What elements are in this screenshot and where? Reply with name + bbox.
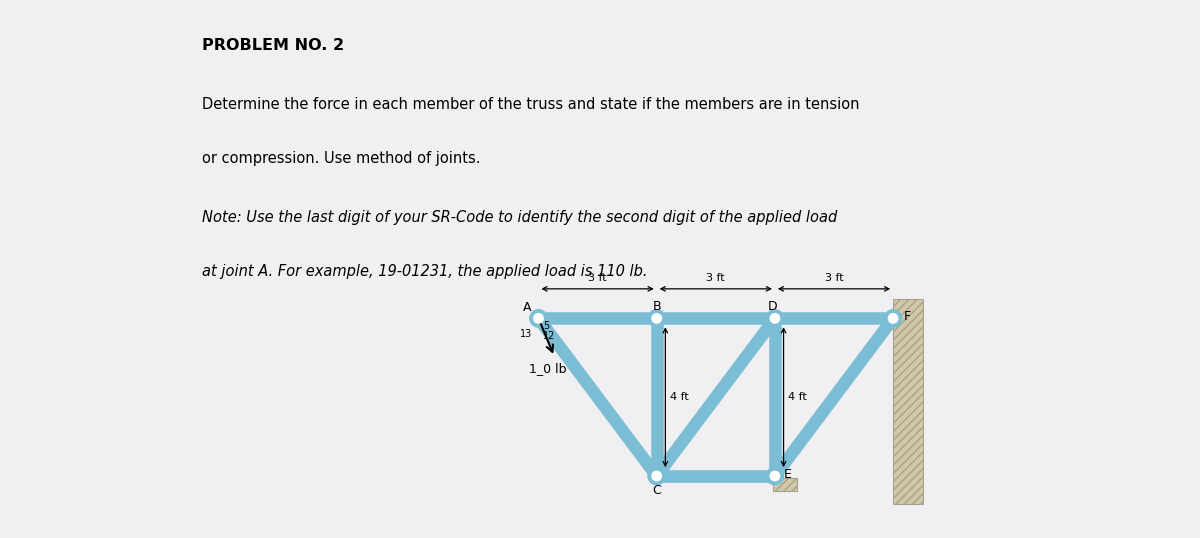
Text: Note: Use the last digit of your SR-Code to identify the second digit of the app: Note: Use the last digit of your SR-Code… — [202, 210, 836, 225]
Text: 3 ft: 3 ft — [824, 273, 844, 284]
Circle shape — [534, 314, 544, 323]
Text: B: B — [653, 300, 661, 313]
Text: 4 ft: 4 ft — [670, 392, 689, 402]
Text: A: A — [522, 301, 530, 314]
Text: 3 ft: 3 ft — [588, 273, 607, 284]
Text: 5: 5 — [544, 321, 550, 331]
Circle shape — [648, 468, 665, 485]
Text: 12: 12 — [544, 331, 556, 341]
Circle shape — [884, 310, 901, 327]
Text: 4 ft: 4 ft — [788, 392, 808, 402]
Text: D: D — [768, 300, 778, 313]
Text: or compression. Use method of joints.: or compression. Use method of joints. — [202, 151, 480, 166]
Circle shape — [770, 471, 780, 481]
Text: F: F — [904, 310, 911, 323]
Circle shape — [770, 314, 780, 323]
Text: E: E — [784, 468, 792, 480]
Polygon shape — [893, 299, 923, 504]
Text: 13: 13 — [521, 329, 533, 338]
Circle shape — [530, 310, 547, 327]
Circle shape — [648, 310, 665, 327]
Text: C: C — [653, 485, 661, 498]
Circle shape — [767, 310, 784, 327]
Circle shape — [652, 471, 661, 481]
Text: PROBLEM NO. 2: PROBLEM NO. 2 — [202, 38, 343, 53]
Text: 3 ft: 3 ft — [707, 273, 725, 284]
Text: Determine the force in each member of the truss and state if the members are in : Determine the force in each member of th… — [202, 97, 859, 112]
Text: at joint A. For example, 19-01231, the applied load is 110 lb.: at joint A. For example, 19-01231, the a… — [202, 264, 647, 279]
Circle shape — [888, 314, 898, 323]
Circle shape — [767, 468, 784, 485]
Circle shape — [652, 314, 661, 323]
Polygon shape — [773, 478, 797, 491]
Text: 1_0 lb: 1_0 lb — [529, 363, 566, 376]
